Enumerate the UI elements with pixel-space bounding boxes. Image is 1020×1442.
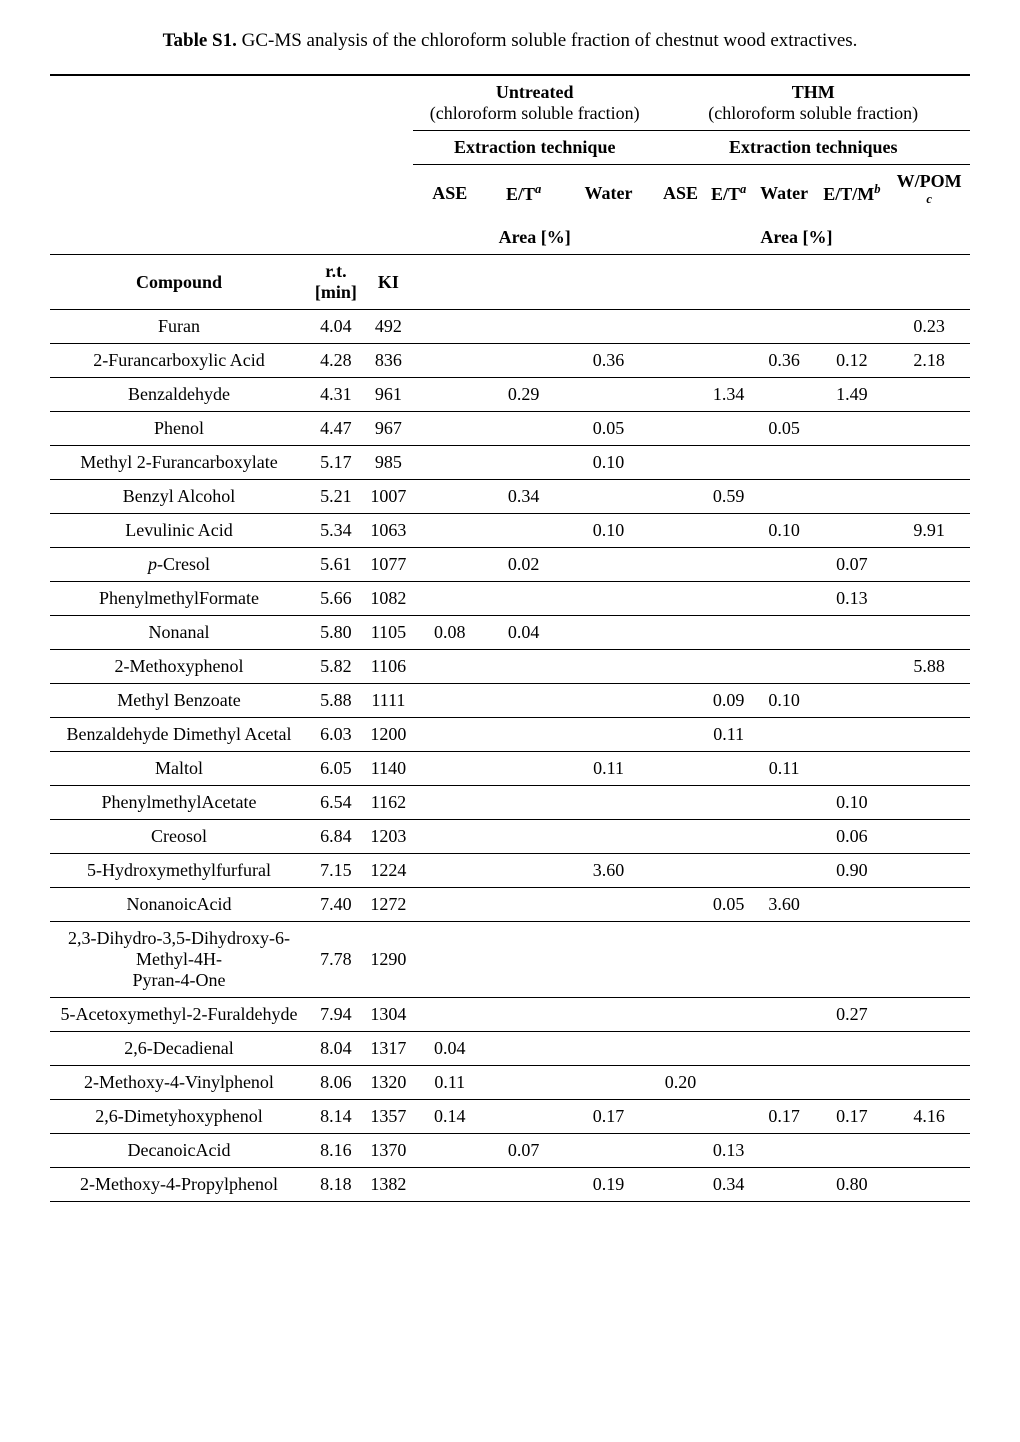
table-row: Benzaldehyde Dimethyl Acetal6.0312000.11 — [50, 718, 970, 752]
table-row: Benzaldehyde4.319610.291.341.49 — [50, 378, 970, 412]
hdr-ext2: Extraction techniques — [656, 131, 970, 165]
table-row: Phenol4.479670.050.05 — [50, 412, 970, 446]
hdr-water1: Water — [561, 165, 657, 222]
table-row: Creosol6.8412030.06 — [50, 820, 970, 854]
table-row: Methyl Benzoate5.8811110.090.10 — [50, 684, 970, 718]
table-row: 2,6-Decadienal8.0413170.04 — [50, 1032, 970, 1066]
hdr-thm: THM (chloroform soluble fraction) — [656, 75, 970, 131]
table-row: PhenylmethylFormate5.6610820.13 — [50, 582, 970, 616]
hdr-etm: E/T/Mb — [815, 165, 888, 222]
table-row: Maltol6.0511400.110.11 — [50, 752, 970, 786]
table-row: NonanoicAcid7.4012720.053.60 — [50, 888, 970, 922]
hdr-et2: E/Ta — [704, 165, 752, 222]
hdr-ase2: ASE — [656, 165, 704, 222]
table-row: Nonanal5.8011050.080.04 — [50, 616, 970, 650]
hdr-wpom: W/POMc — [888, 165, 970, 222]
table-row: Methyl 2-Furancarboxylate5.179850.10 — [50, 446, 970, 480]
table-row: 5-Acetoxymethyl-2-Furaldehyde7.9413040.2… — [50, 998, 970, 1032]
table-row: DecanoicAcid8.1613700.070.13 — [50, 1134, 970, 1168]
table-row: 2-Methoxyphenol5.8211065.88 — [50, 650, 970, 684]
caption-label: Table S1. — [163, 30, 237, 51]
hdr-water2: Water — [753, 165, 816, 222]
table-row: 2,3-Dihydro-3,5-Dihydroxy-6-Methyl-4H-Py… — [50, 922, 970, 998]
table-row: 2,6-Dimetyhoxyphenol8.1413570.140.170.17… — [50, 1100, 970, 1134]
data-table: Untreated (chloroform soluble fraction) … — [50, 74, 970, 1202]
table-row: 5-Hydroxymethylfurfural7.1512243.600.90 — [50, 854, 970, 888]
table-row: 2-Methoxy-4-Vinylphenol8.0613200.110.20 — [50, 1066, 970, 1100]
hdr-ext1: Extraction technique — [413, 131, 656, 165]
table-row: PhenylmethylAcetate6.5411620.10 — [50, 786, 970, 820]
table-caption: Table S1. GC-MS analysis of the chlorofo… — [50, 30, 970, 52]
table-row: Benzyl Alcohol5.2110070.340.59 — [50, 480, 970, 514]
hdr-ki: KI — [364, 255, 413, 310]
hdr-compound: Compound — [50, 255, 308, 310]
table-row: p-Cresol5.6110770.020.07 — [50, 548, 970, 582]
table-row: Furan4.044920.23 — [50, 310, 970, 344]
hdr-untreated: Untreated (chloroform soluble fraction) — [413, 75, 656, 131]
hdr-rt: r.t.[min] — [308, 255, 364, 310]
caption-text: GC-MS analysis of the chloroform soluble… — [237, 30, 858, 51]
hdr-area1: Area [%] — [413, 221, 656, 255]
hdr-et1: E/Ta — [487, 165, 561, 222]
table-row: 2-Furancarboxylic Acid4.288360.360.360.1… — [50, 344, 970, 378]
hdr-area2: Area [%] — [704, 221, 888, 255]
hdr-ase1: ASE — [413, 165, 487, 222]
table-row: 2-Methoxy-4-Propylphenol8.1813820.190.34… — [50, 1168, 970, 1202]
table-row: Levulinic Acid5.3410630.100.109.91 — [50, 514, 970, 548]
